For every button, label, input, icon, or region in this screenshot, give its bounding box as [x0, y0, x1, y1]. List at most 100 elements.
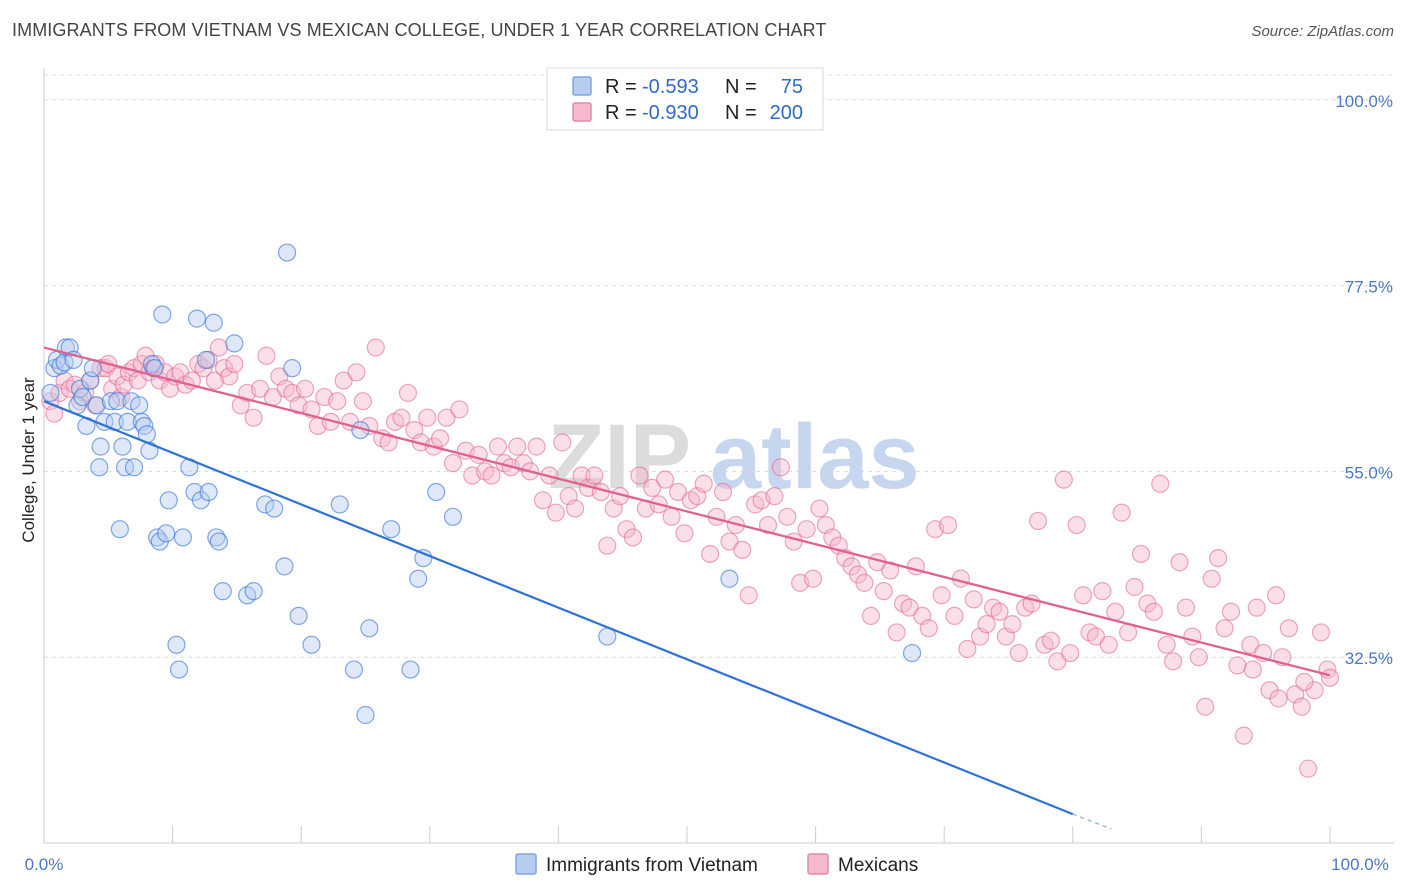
- mexicans-point: [257, 346, 276, 365]
- mexicans-point: [932, 586, 951, 605]
- mexicans-point: [1054, 470, 1073, 489]
- vietnam-point: [344, 660, 364, 679]
- bottom-legend-swatch-mexicans: [807, 853, 829, 875]
- y-tick-label: 55.0%: [1345, 463, 1393, 482]
- mexicans-point: [392, 408, 411, 427]
- mexicans-point: [1112, 503, 1131, 522]
- mexicans-point: [623, 528, 643, 547]
- mexicans-point: [295, 379, 315, 398]
- y-tick-labels: 32.5% 55.0% 77.5% 100.0%: [1335, 92, 1393, 668]
- mexicans-trend-line: [43, 346, 1331, 677]
- mexicans-point: [1048, 652, 1067, 671]
- mexicans-point: [1003, 615, 1022, 634]
- legend-n-label-0: N =: [725, 76, 757, 98]
- y-tick-label: 77.5%: [1345, 278, 1393, 297]
- mexicans-point: [778, 507, 797, 526]
- mexicans-point: [668, 482, 688, 502]
- vietnam-point: [265, 499, 284, 518]
- mexicans-point: [1247, 598, 1266, 617]
- mexicans-point: [765, 487, 784, 506]
- mexicans-point: [1176, 598, 1196, 617]
- mexicans-point: [1269, 689, 1288, 708]
- x-tick-labels: 0.0% 100.0%: [25, 855, 1389, 874]
- mexicans-point: [1131, 544, 1151, 564]
- mexicans-point: [1243, 660, 1262, 679]
- vietnam-point: [159, 491, 178, 510]
- mexicans-point: [1320, 668, 1340, 687]
- mexicans-point: [1157, 635, 1176, 654]
- mexicans-point: [1067, 515, 1086, 535]
- mexicans-point: [1028, 511, 1048, 531]
- mexicans-point: [353, 392, 373, 411]
- bottom-legend-label-vietnam: Immigrants from Vietnam: [546, 855, 758, 876]
- mexicans-point: [418, 408, 437, 427]
- vietnam-point: [41, 383, 60, 403]
- mexicans-point: [662, 507, 681, 526]
- legend-r-value-0: -0.593: [642, 76, 699, 98]
- mexicans-point: [508, 437, 527, 456]
- mexicans-point: [585, 466, 604, 485]
- vietnam-point: [169, 660, 189, 679]
- grid: [44, 74, 1394, 658]
- mexicans-point: [1151, 474, 1170, 493]
- mexicans-point: [334, 371, 353, 390]
- mexicans-point: [1209, 548, 1228, 568]
- mexicans-point: [443, 454, 463, 473]
- mexicans-point: [675, 524, 694, 543]
- vietnam-point: [302, 635, 321, 654]
- y-axis-label: College, Under 1 year: [19, 377, 38, 543]
- mexicans-point: [598, 536, 617, 555]
- mexicans-point: [1196, 697, 1215, 716]
- mexicans-point: [205, 371, 225, 390]
- mexicans-point: [379, 433, 398, 452]
- mexicans-point: [482, 466, 501, 485]
- vietnam-point: [401, 660, 420, 679]
- source-label: Source: ZipAtlas.com: [1251, 23, 1394, 40]
- mexicans-point: [958, 639, 977, 659]
- mexicans-point: [861, 606, 880, 626]
- vietnam-point: [73, 387, 92, 407]
- vietnam-point: [356, 705, 375, 725]
- vietnam-point: [140, 441, 159, 460]
- bottom-legend-label-mexicans: Mexicans: [838, 855, 918, 876]
- mexicans-point: [250, 379, 270, 398]
- mexicans-point: [1189, 648, 1208, 667]
- bottom-legend-swatch-vietnam: [515, 853, 537, 875]
- vietnam-point: [414, 548, 433, 568]
- vietnam-point: [153, 305, 172, 324]
- vietnam-point: [173, 528, 192, 547]
- vietnam-point: [91, 437, 110, 456]
- mexicans-point: [887, 623, 906, 642]
- mexicans-point: [1061, 643, 1080, 663]
- mexicans-point: [938, 515, 958, 535]
- mexicans-point: [398, 383, 418, 403]
- mexicans-point: [546, 503, 565, 522]
- vietnam-point: [101, 392, 120, 411]
- mexicans-point: [553, 433, 572, 452]
- legend-r-label-0: R =: [605, 76, 637, 98]
- mexicans-point: [900, 598, 919, 617]
- mexicans-point: [855, 573, 874, 592]
- vietnam-point: [87, 396, 106, 415]
- mexicans-point: [701, 544, 720, 564]
- mexicans-point: [1073, 586, 1093, 605]
- vietnam-point: [196, 350, 216, 370]
- mexicans-point: [758, 515, 778, 535]
- mexicans-point: [1202, 569, 1221, 588]
- vietnam-trend-extension: [1072, 813, 1112, 830]
- legend-box: R = -0.593 N = 75 R = -0.930 N = 200: [546, 67, 824, 131]
- mexicans-point: [656, 470, 675, 489]
- mexicans-point: [437, 408, 456, 427]
- vietnam-point: [409, 569, 428, 588]
- mexicans-point: [797, 520, 816, 539]
- mexicans-point: [1086, 627, 1106, 646]
- mexicans-point: [527, 437, 546, 456]
- mexicans-point: [225, 354, 244, 374]
- vietnam-point: [113, 437, 132, 456]
- mexicans-point: [1041, 631, 1061, 650]
- mexicans-point: [874, 582, 893, 601]
- y-tick-label: 32.5%: [1345, 649, 1393, 668]
- vietnam-point: [157, 524, 176, 543]
- mexicans-point: [1106, 602, 1125, 621]
- vietnam-point: [209, 532, 228, 551]
